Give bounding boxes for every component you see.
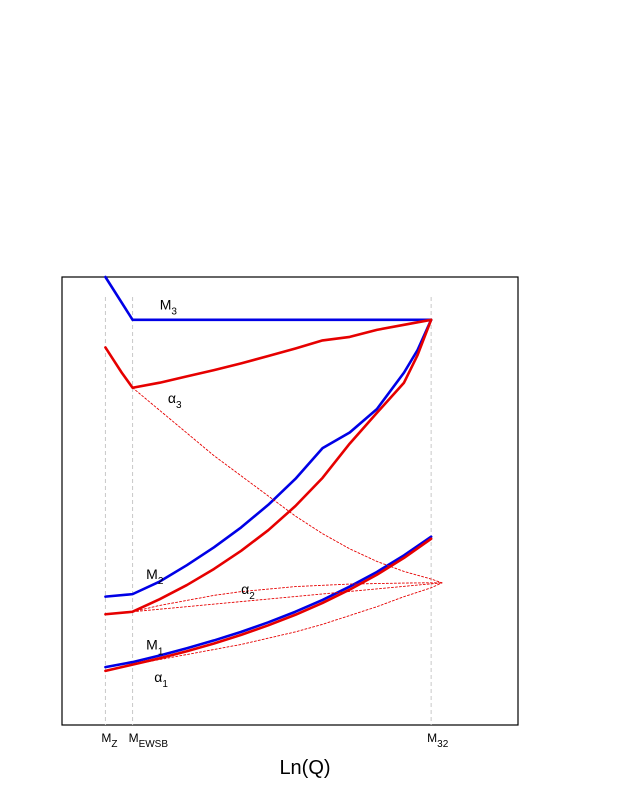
plot-frame [61, 276, 519, 726]
series-line-alpha2 [104, 318, 433, 616]
curve-label-alpha3: α3 [168, 390, 182, 411]
curve-label-m2: M2 [146, 566, 164, 587]
series-line-m2 [104, 318, 433, 598]
series-line-alpha1-sm-lower [132, 582, 443, 666]
curve-labels: M3 α3 M2 α2 M1 α1 [146, 297, 255, 690]
curve-label-m1: M1 [146, 636, 164, 657]
x-tick-label-ewsb: MEWSB [129, 731, 169, 750]
curve-label-alpha1: α1 [154, 669, 168, 690]
curve-label-m3: M3 [160, 297, 178, 318]
curve-label-alpha2: α2 [241, 581, 255, 602]
x-axis-label: Ln(Q) [279, 757, 330, 779]
series-line-m3 [104, 275, 433, 322]
x-guides [104, 297, 432, 725]
series-line-alpha3-sm [132, 387, 443, 584]
x-tick-label-32: M32 [427, 731, 449, 750]
x-tick-labels: MZ MEWSB M32 [101, 731, 448, 750]
x-tick-label-z: MZ [101, 731, 117, 750]
series-line-alpha3 [104, 318, 433, 390]
series-line-alpha1-sm-upper [132, 582, 443, 613]
series-group [104, 275, 443, 673]
series-line-m1 [104, 535, 433, 669]
series-line-alpha2-sm [132, 582, 443, 613]
series-line-alpha1 [104, 537, 433, 673]
